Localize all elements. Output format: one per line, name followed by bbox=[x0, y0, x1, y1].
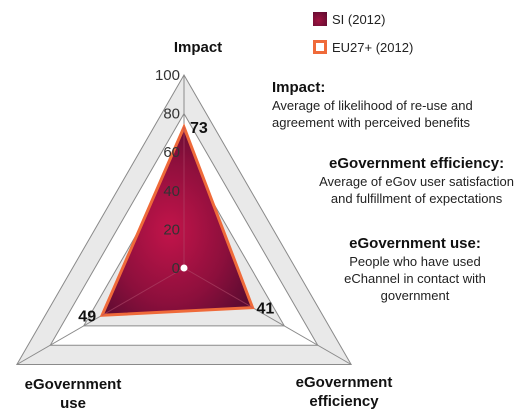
tick-label: 20 bbox=[163, 221, 180, 238]
axis-label-efficiency-line1: eGovernment bbox=[296, 374, 393, 391]
series-eu-outline bbox=[99, 123, 255, 317]
note-efficiency-line2: and fulfillment of expectations bbox=[330, 191, 503, 206]
tick-label: 80 bbox=[163, 106, 180, 123]
series-spoke bbox=[101, 267, 185, 316]
series-si-area bbox=[102, 127, 253, 316]
tick-label: 100 bbox=[155, 67, 180, 84]
note-impact-line1: Average of likelihood of re-use and bbox=[272, 98, 473, 113]
axis-label-use-line2: use bbox=[60, 395, 86, 412]
radar-series bbox=[99, 123, 255, 317]
axis-label-use-line1: eGovernment bbox=[25, 376, 122, 393]
note-efficiency: eGovernment efficiency: Average of eGov … bbox=[319, 154, 514, 207]
radar-center-dot bbox=[180, 264, 188, 272]
note-efficiency-line1: Average of eGov user satisfaction bbox=[319, 174, 514, 189]
note-impact-title: Impact: bbox=[272, 79, 326, 96]
note-use-title: eGovernment use: bbox=[349, 235, 481, 252]
radar-labels: Impact eGovernment use eGovernment effic… bbox=[25, 39, 393, 412]
note-use: eGovernment use: People who have used eC… bbox=[310, 234, 517, 304]
legend-item-eu: EU27+ (2012) bbox=[313, 36, 413, 58]
tick-label: 0 bbox=[172, 260, 180, 277]
note-use-line3: government bbox=[380, 288, 450, 303]
tick-label: 60 bbox=[163, 144, 180, 161]
legend-label-si: SI (2012) bbox=[332, 11, 386, 27]
value-label: 41 bbox=[257, 301, 275, 318]
legend: SI (2012) EU27+ (2012) bbox=[313, 8, 413, 64]
legend-swatch-si bbox=[313, 12, 327, 26]
axis-label-efficiency-line2: efficiency bbox=[309, 393, 379, 410]
legend-swatch-eu bbox=[313, 40, 327, 54]
note-use-line2: eChannel in contact with bbox=[344, 271, 486, 286]
note-efficiency-title: eGovernment efficiency: bbox=[329, 155, 505, 172]
radar-ticks: 0 20 40 60 80 100 bbox=[155, 67, 180, 277]
radar-value-labels: 73 41 49 bbox=[78, 120, 274, 325]
value-label: 49 bbox=[78, 308, 96, 325]
legend-label-eu: EU27+ (2012) bbox=[332, 39, 414, 55]
axis-label-impact: Impact bbox=[174, 39, 222, 56]
note-impact-line2: agreement with perceived benefits bbox=[272, 115, 471, 130]
value-label: 73 bbox=[190, 120, 208, 137]
note-use-line1: People who have used bbox=[349, 254, 481, 269]
note-impact: Impact: Average of likelihood of re-use … bbox=[272, 78, 473, 131]
tick-label: 40 bbox=[163, 183, 180, 200]
series-spoke bbox=[183, 267, 253, 308]
legend-item-si: SI (2012) bbox=[313, 8, 413, 30]
